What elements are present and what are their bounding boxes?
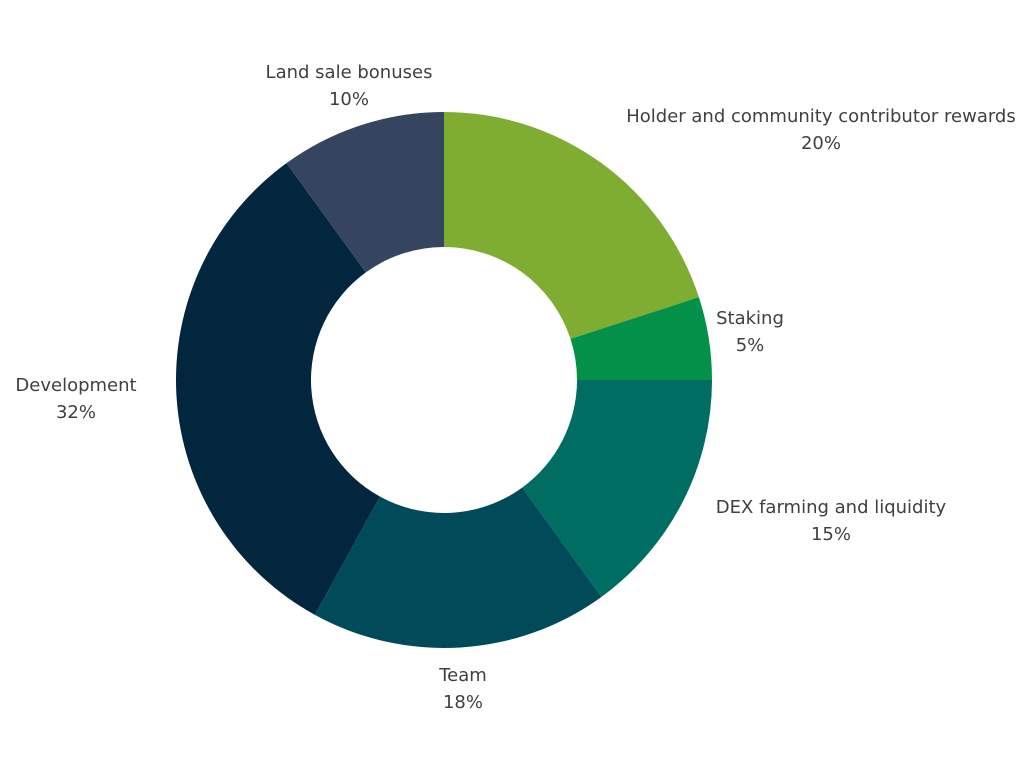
slice-label-group-staking: Staking 5% (716, 308, 784, 356)
slice-land-sale-bonuses (286, 112, 444, 273)
slice-holder-and-community-contributor-rewards (444, 112, 699, 339)
slice-label-group-dex-farming-and-liquidity: DEX farming and liquidity 15% (716, 497, 947, 545)
slice-label: DEX farming and liquidity (716, 497, 947, 518)
slice-label: Team (438, 665, 487, 686)
slice-value-label: 15% (811, 524, 851, 545)
slice-label: Land sale bonuses (266, 62, 433, 83)
slice-label-group-land-sale-bonuses: Land sale bonuses 10% (266, 62, 433, 110)
slice-team (314, 487, 602, 649)
slice-label-group-development: Development 32% (15, 375, 136, 423)
slice-label: Development (15, 375, 136, 396)
slice-value-label: 10% (329, 89, 369, 110)
slice-development (175, 163, 380, 615)
slice-value-label: 5% (736, 335, 765, 356)
slice-value-label: 20% (801, 133, 841, 154)
slice-label: Staking (716, 308, 784, 329)
slice-value-label: 18% (443, 692, 483, 713)
slice-dex-farming-and-liquidity (522, 380, 712, 597)
slice-staking (570, 297, 712, 380)
slice-label-group-team: Team 18% (438, 665, 487, 713)
labels-layer: Holder and community contributor rewards… (15, 62, 1015, 713)
slice-value-label: 32% (56, 402, 96, 423)
slices-layer (175, 112, 712, 649)
slice-label: Holder and community contributor rewards (626, 106, 1016, 127)
slice-label-group-holder-and-community-contributor-rewards: Holder and community contributor rewards… (626, 106, 1016, 154)
